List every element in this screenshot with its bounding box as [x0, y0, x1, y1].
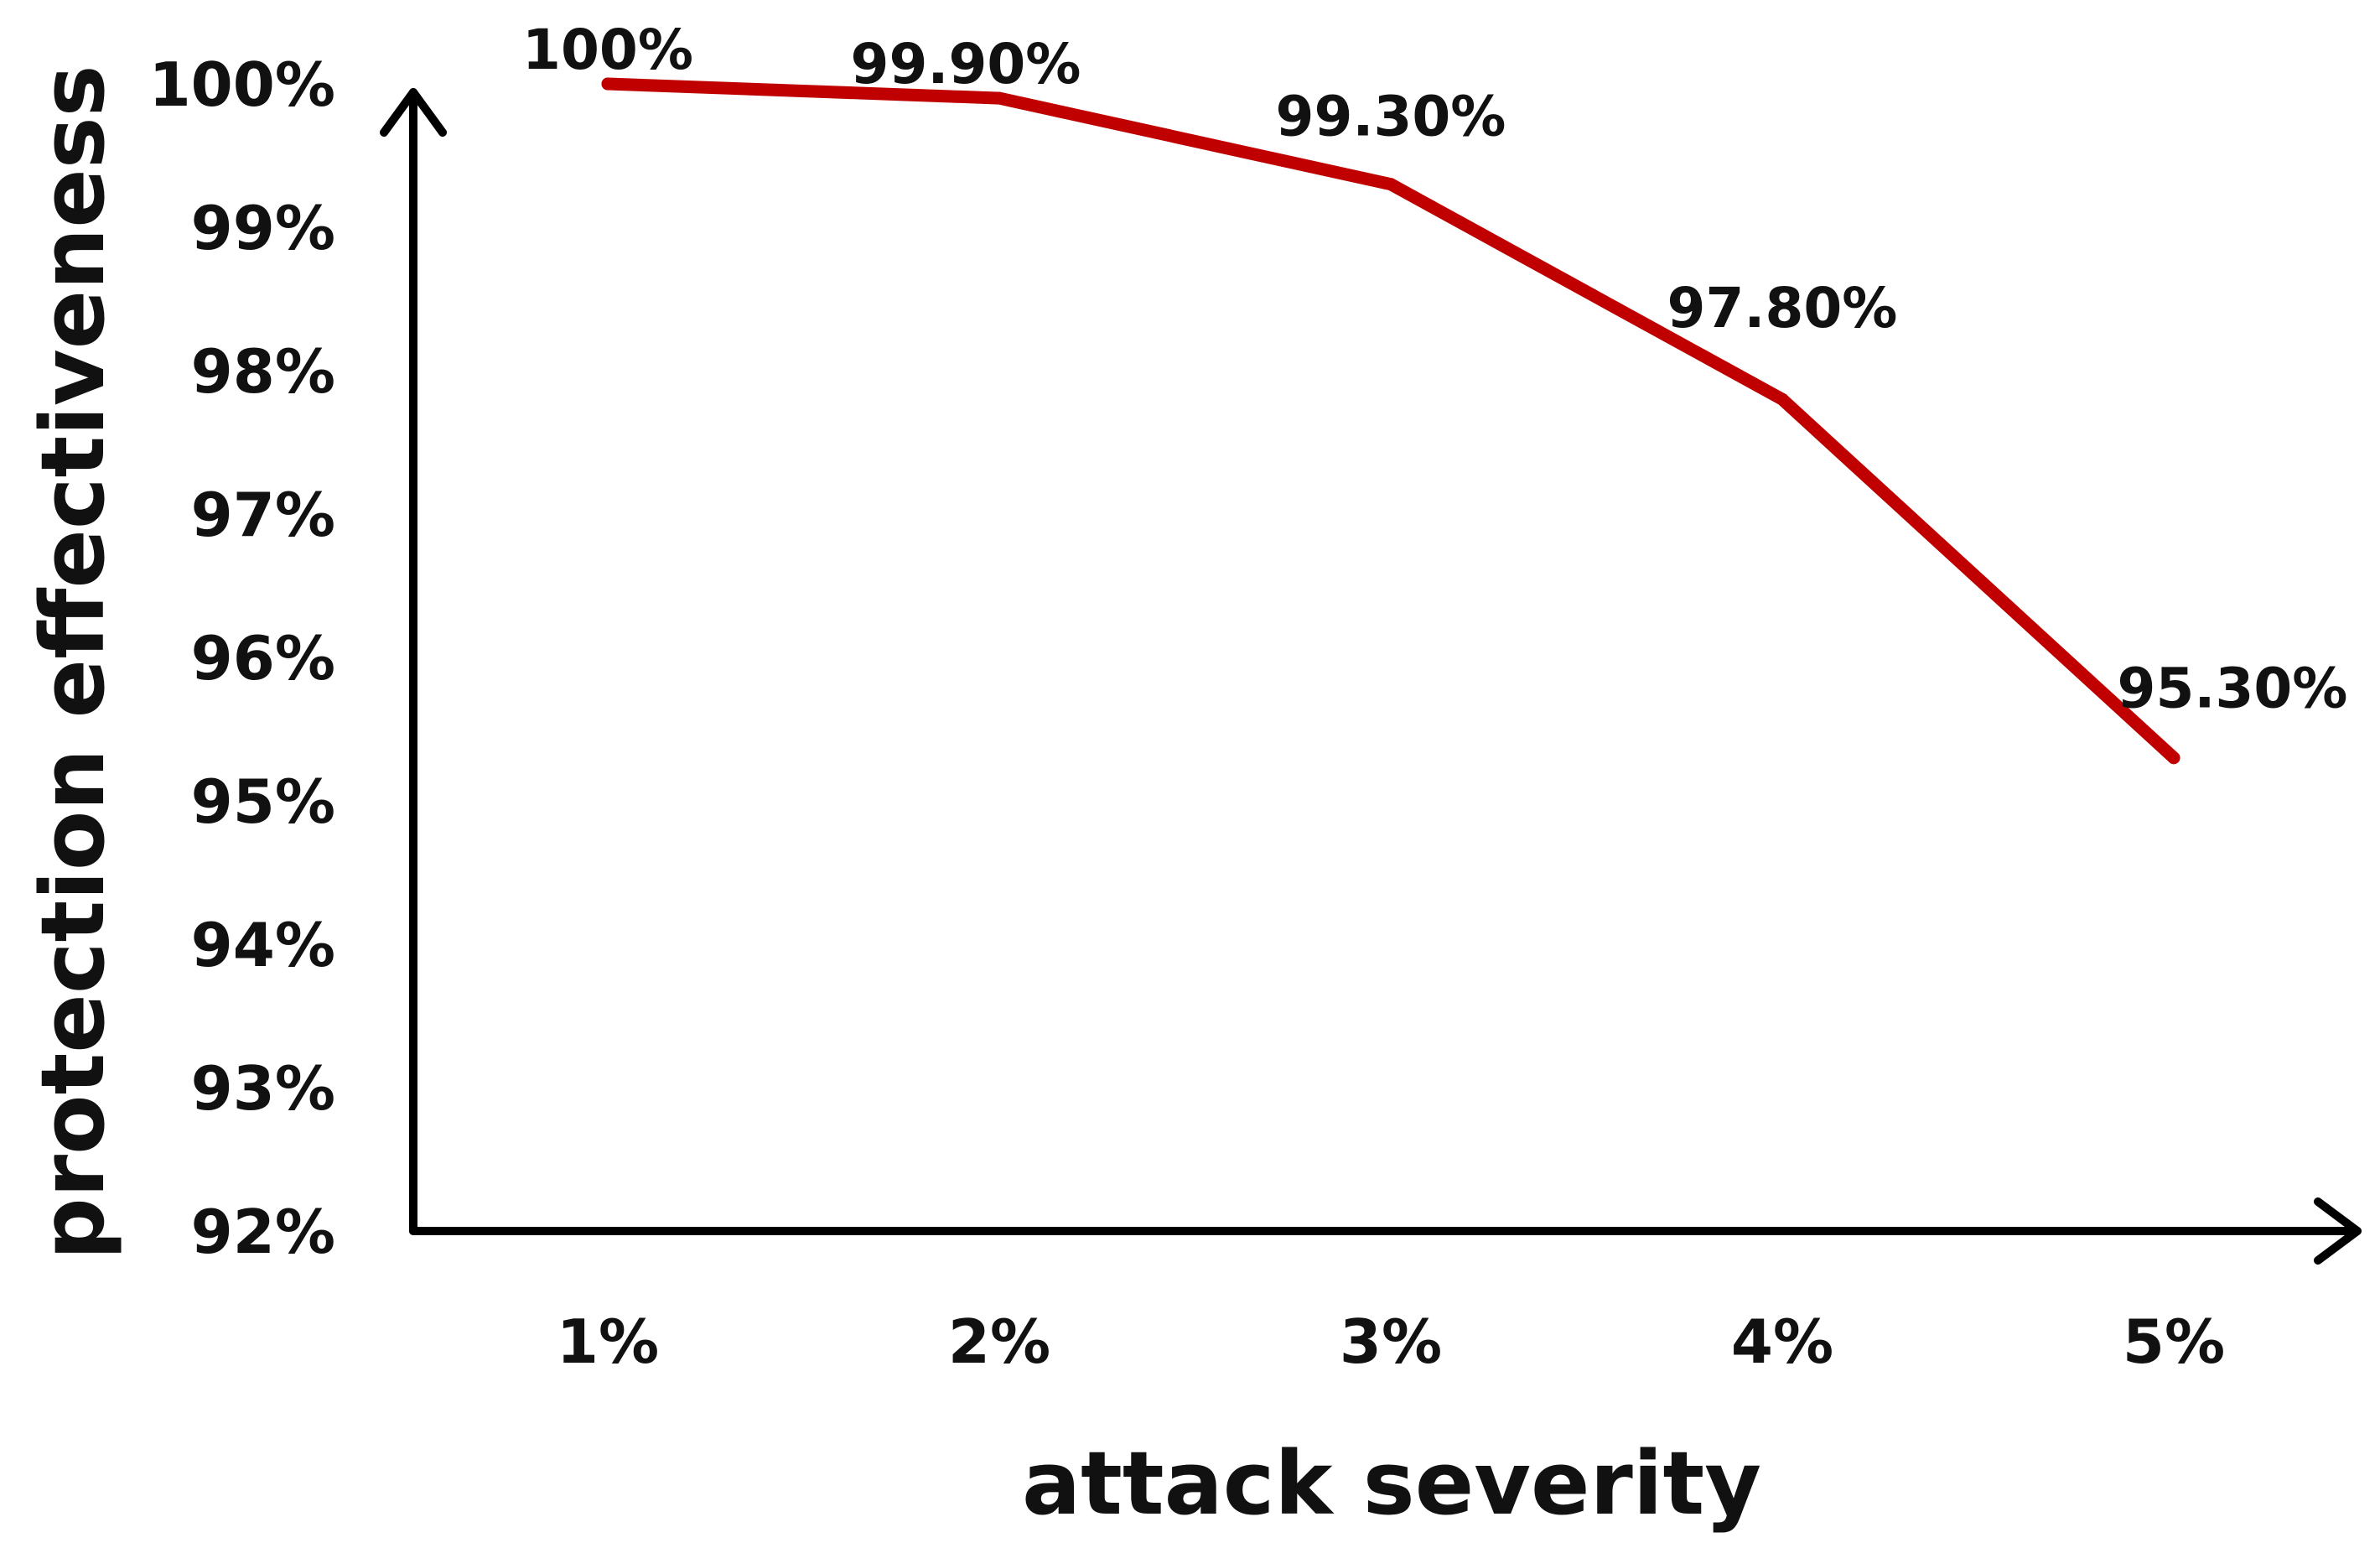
x-tick-label: 4%: [1731, 1306, 1833, 1377]
axes: [380, 88, 2362, 1265]
series-layer: [601, 77, 2180, 765]
y-tick-label: 94%: [191, 910, 335, 980]
x-axis-title: attack severity: [1022, 1432, 1761, 1535]
data-point: [1776, 392, 1789, 406]
data-point: [2167, 751, 2180, 765]
data-label: 100%: [522, 18, 693, 82]
x-tick-label: 3%: [1340, 1306, 1442, 1377]
y-tick-label: 95%: [191, 766, 335, 837]
data-label: 97.80%: [1667, 276, 1898, 340]
x-axis-arrow-icon: [2314, 1197, 2362, 1265]
y-tick-label: 98%: [191, 336, 335, 407]
y-tick-label: 93%: [191, 1053, 335, 1124]
y-tick-label: 92%: [191, 1197, 335, 1267]
data-labels: 100% 99.90% 99.30% 97.80% 95.30%: [522, 18, 2347, 721]
data-point: [1384, 178, 1397, 191]
y-tick-label: 99%: [191, 193, 335, 263]
data-point: [993, 91, 1006, 105]
data-label: 99.30%: [1276, 85, 1506, 149]
x-tick-label: 1%: [557, 1306, 659, 1377]
x-tick-labels: 1% 2% 3% 4% 5%: [557, 1306, 2225, 1377]
y-tick-label: 100%: [149, 49, 335, 120]
y-axis-arrow-icon: [380, 88, 447, 137]
y-tick-labels: 100% 99% 98% 97% 96% 95% 94% 93% 92%: [149, 49, 335, 1267]
y-tick-label: 97%: [191, 480, 335, 550]
data-label: 95.30%: [2118, 657, 2348, 721]
data-label: 99.90%: [851, 32, 1081, 96]
x-tick-label: 2%: [948, 1306, 1050, 1377]
y-axis-title: protection effectiveness: [22, 65, 124, 1260]
y-tick-label: 96%: [191, 623, 335, 693]
data-point: [601, 77, 614, 91]
x-tick-label: 5%: [2123, 1306, 2225, 1377]
